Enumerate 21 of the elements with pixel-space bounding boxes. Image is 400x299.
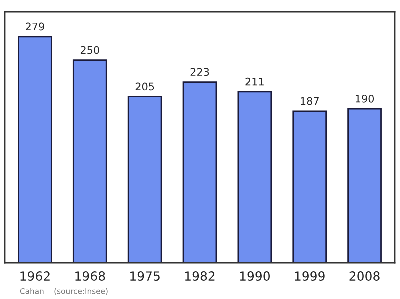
data-label: 205 xyxy=(136,82,154,91)
x-tick-label: 1968 xyxy=(76,272,106,282)
data-label: 223 xyxy=(190,68,210,76)
bar xyxy=(128,96,162,263)
bar xyxy=(292,110,328,263)
data-label: 211 xyxy=(246,78,264,86)
data-label: 250 xyxy=(80,46,100,54)
x-tick-label: 1999 xyxy=(295,272,325,282)
bar xyxy=(238,91,272,263)
bar xyxy=(18,36,52,263)
x-tick-label: 1962 xyxy=(20,272,50,282)
x-tick-label: 1982 xyxy=(185,272,215,282)
bar xyxy=(72,60,108,263)
bar xyxy=(348,108,382,263)
data-label: 190 xyxy=(356,94,374,103)
x-tick-label: 1975 xyxy=(130,272,160,282)
data-label: 279 xyxy=(26,22,44,31)
bar xyxy=(182,82,218,263)
x-tick-label: 1990 xyxy=(240,272,270,282)
data-label: 187 xyxy=(301,97,319,106)
x-tick-label: 2008 xyxy=(350,272,380,282)
